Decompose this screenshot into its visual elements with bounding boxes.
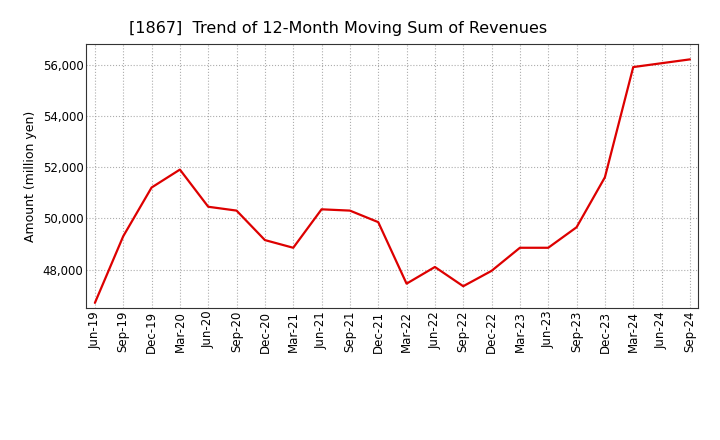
Y-axis label: Amount (million yen): Amount (million yen) — [24, 110, 37, 242]
Text: [1867]  Trend of 12-Month Moving Sum of Revenues: [1867] Trend of 12-Month Moving Sum of R… — [130, 21, 547, 36]
